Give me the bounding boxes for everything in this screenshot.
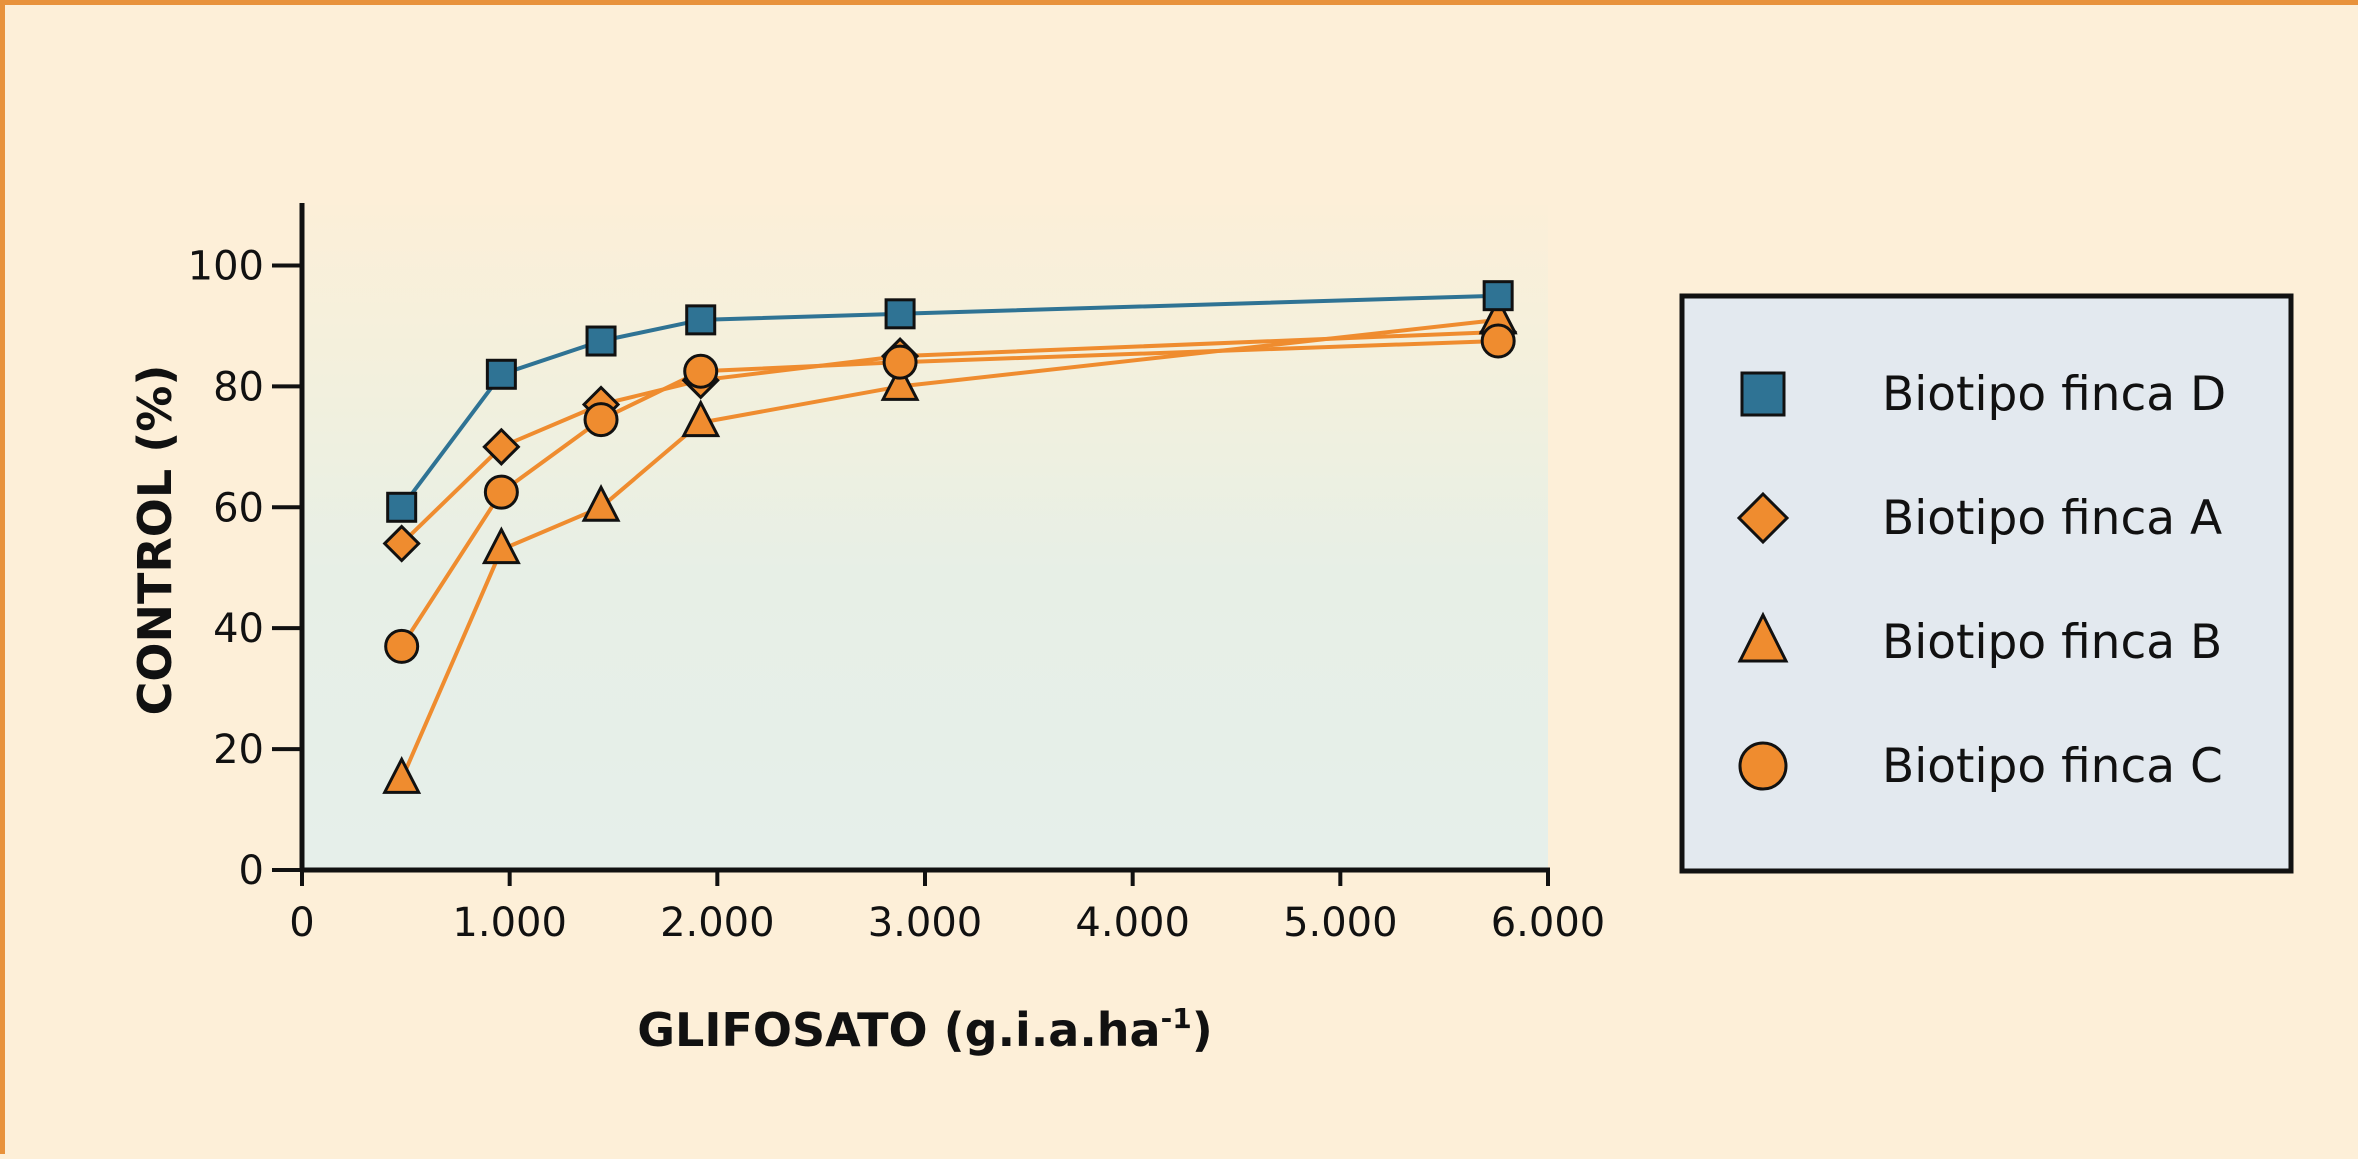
series-line-circle (400, 339, 1499, 648)
data-point-triangle (681, 399, 721, 438)
legend-marker-square-icon (1740, 371, 1786, 417)
x-tick-label: 4.000 (1075, 900, 1190, 946)
x-axis-title-main: GLIFOSATO (g.i.a.ha (637, 1003, 1160, 1057)
data-point-triangle (581, 483, 621, 522)
data-point-circle (1480, 323, 1516, 359)
data-point-triangle (382, 756, 422, 794)
plot-area (302, 205, 1548, 870)
data-point-square (884, 298, 916, 330)
legend-label: Biotipo finca D (1882, 367, 2226, 422)
legend-label: Biotipo finca A (1882, 491, 2222, 546)
x-tick-label: 6.000 (1491, 900, 1606, 946)
y-tick-label: 60 (213, 485, 264, 531)
y-tick-label: 100 (188, 243, 264, 289)
data-point-diamond (482, 427, 521, 466)
legend-marker-circle-icon (1738, 741, 1788, 791)
y-tick-label: 20 (213, 727, 264, 773)
y-tick-label: 80 (213, 364, 264, 410)
legend-marker-diamond-icon (1736, 491, 1790, 545)
x-axis-title-sup: -1 (1161, 1002, 1192, 1035)
data-point-circle (384, 628, 420, 664)
data-point-circle (683, 353, 719, 389)
data-point-circle (583, 402, 619, 438)
x-axis-title: GLIFOSATO (g.i.a.ha-1) (637, 1002, 1212, 1057)
y-tick-label: 0 (239, 848, 264, 894)
x-tick-label: 1.000 (452, 900, 567, 946)
x-tick-label: 2.000 (660, 900, 775, 946)
data-point-triangle (481, 526, 521, 565)
legend-marker-triangle-icon (1737, 611, 1789, 663)
series-line-triangle (399, 317, 1499, 781)
data-point-circle (882, 344, 918, 380)
data-point-square (685, 304, 717, 336)
x-tick-label: 0 (289, 900, 314, 946)
y-tick-label: 40 (213, 606, 264, 652)
legend-label: Biotipo finca B (1882, 615, 2222, 670)
x-tick-label: 5.000 (1283, 900, 1398, 946)
data-point-circle (483, 474, 519, 510)
data-point-square (485, 358, 517, 390)
data-point-triangle (880, 363, 920, 401)
x-axis-title-close: ) (1192, 1003, 1213, 1057)
series-line-square (400, 293, 1499, 509)
data-point-square (386, 491, 418, 523)
data-point-square (1482, 280, 1514, 312)
y-axis-title: CONTROL (%) (128, 365, 182, 716)
legend-label: Biotipo finca C (1882, 739, 2223, 794)
chart: 0 20 40 60 80 100 0 1.000 2.000 3.000 4.000 5.000 6.… (128, 203, 2294, 1057)
series-line-diamond (400, 330, 1499, 545)
data-point-square (585, 325, 617, 357)
data-point-diamond (382, 524, 421, 563)
x-tick-label: 3.000 (868, 900, 983, 946)
